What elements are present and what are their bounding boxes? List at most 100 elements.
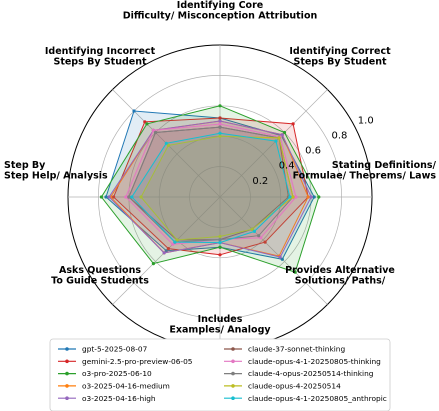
series-point: [280, 257, 284, 261]
series-point: [162, 251, 166, 255]
series-point: [139, 195, 143, 199]
grid-spoke: [219, 196, 328, 305]
series-point: [282, 130, 287, 135]
series-point: [218, 125, 222, 129]
series-point: [99, 195, 103, 199]
legend-item: o3-2025-04-16-high: [58, 394, 156, 403]
series-point: [294, 195, 298, 199]
legend-label: claude-opus-4-20250514: [248, 382, 341, 391]
series-point: [151, 128, 155, 132]
legend-marker: [231, 396, 235, 401]
legend-marker: [65, 396, 69, 401]
series-point: [218, 119, 222, 123]
series-point: [317, 195, 321, 199]
series-point: [250, 227, 254, 231]
axis-label: Identifying Core Difficulty/ Misconceptio…: [123, 0, 318, 22]
series-point: [291, 195, 295, 199]
series-point: [171, 242, 175, 246]
series-point: [143, 120, 147, 124]
series-point: [312, 195, 316, 199]
series-point: [278, 255, 282, 259]
series-point: [288, 195, 292, 199]
series-point: [218, 238, 222, 242]
tick-labels: 0.2 0.4 0.6 0.8 1.0: [252, 115, 373, 186]
series-point: [132, 109, 136, 113]
series-point: [164, 141, 168, 145]
series-point: [218, 253, 222, 257]
legend-box: [49, 338, 391, 411]
legend-item: claude-opus-4-20250514: [224, 382, 341, 391]
legend-label: claude-opus-4-1-20250805_anthropic: [248, 394, 387, 403]
legend-label: claude-opus-4-1-20250805-thinking: [248, 357, 381, 366]
legend-marker: [231, 384, 235, 388]
series-point: [291, 122, 295, 126]
legend-marker: [231, 347, 235, 351]
grid-spoke: [219, 89, 328, 198]
series-point: [218, 104, 222, 108]
series-point: [173, 240, 177, 244]
tick-label: 0.8: [332, 131, 348, 142]
legend-label: o3-pro-2025-06-10: [82, 369, 152, 378]
series-point: [263, 240, 267, 244]
series-point: [164, 249, 168, 253]
tick-label: 0.2: [252, 176, 268, 187]
series-point: [166, 143, 170, 147]
axis-label: Identifying Incorrect Steps By Student: [45, 46, 156, 68]
legend-label: o3-2025-04-16-high: [82, 394, 156, 403]
legend-marker: [65, 384, 69, 388]
tick-label: 0.4: [279, 161, 295, 172]
series-point: [166, 247, 170, 251]
legend-label: o3-2025-04-16-medium: [82, 382, 170, 391]
series-point: [145, 122, 149, 126]
legend-marker: [231, 371, 235, 376]
legend-item: claude-opus-4-1-20250805-thinking: [224, 357, 381, 366]
legend-marker: [65, 359, 69, 364]
axis-label: Includes Examples/ Analogy: [169, 314, 271, 336]
series-point: [306, 195, 310, 199]
series-point: [151, 262, 155, 266]
series-point: [218, 234, 222, 239]
tick-label: 0.6: [305, 146, 321, 157]
axis-label: Asks Questions To Guide Students: [51, 265, 149, 287]
series-point: [274, 139, 278, 143]
radar-grid: [67, 44, 373, 350]
series-point: [153, 130, 158, 135]
series-point: [309, 195, 313, 199]
legend-item: claude-opus-4-1-20250805_anthropic: [224, 394, 387, 403]
series-point: [218, 241, 222, 245]
series-point: [293, 270, 297, 274]
axis-labels: Identifying Core Difficulty/ Misconceptio…: [4, 0, 437, 336]
series-point: [257, 234, 261, 238]
series-point: [280, 133, 284, 137]
series-point: [107, 195, 111, 199]
series-point: [175, 238, 179, 242]
legend-item: o3-pro-2025-06-10: [58, 369, 152, 378]
series-point: [218, 116, 222, 120]
series-point: [112, 195, 116, 199]
legend-item: gemini-2.5-pro-preview-06-05: [58, 357, 193, 366]
series-point: [130, 195, 134, 199]
legend-label: claude-4-opus-20250514-thinking: [248, 369, 374, 378]
series-point: [218, 134, 222, 138]
legend-marker: [65, 371, 69, 376]
axis-label: Provides Alternative Solutions/ Paths/: [285, 265, 395, 287]
legend-item: o3-2025-04-16-medium: [58, 382, 170, 391]
legend: gpt-5-2025-08-07 gemini-2.5-pro-preview-0…: [49, 338, 391, 411]
series-point: [277, 136, 281, 140]
axis-label: Identifying Correct Steps By Student: [289, 46, 391, 68]
legend-item: claude-4-opus-20250514-thinking: [224, 369, 374, 378]
legend-item: gpt-5-2025-08-07: [58, 345, 148, 354]
legend-marker: [231, 359, 235, 364]
axis-label: Stating Definitions/Formulae/ Theorems/ …: [293, 160, 437, 182]
series-point: [218, 122, 222, 126]
series-point: [104, 195, 108, 199]
series-point: [124, 195, 128, 199]
axis-label: Step By Step Help/ Analysis: [4, 160, 108, 182]
legend-marker: [65, 347, 69, 351]
legend-label: gemini-2.5-pro-preview-06-05: [82, 357, 193, 366]
series-point: [252, 229, 256, 233]
series-layer: [99, 104, 321, 274]
series-point: [218, 245, 222, 249]
legend-label: gpt-5-2025-08-07: [82, 345, 148, 354]
